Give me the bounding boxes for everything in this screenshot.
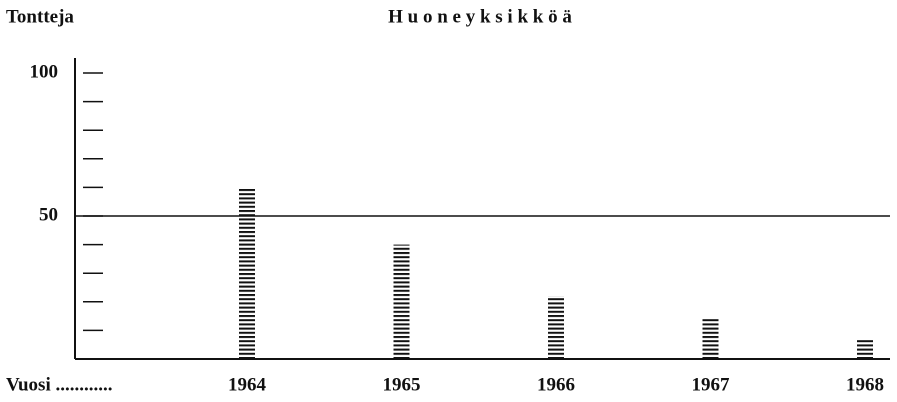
x-tick-label: 1964 [228, 374, 267, 395]
x-tick-label: 1967 [692, 374, 731, 395]
bar [702, 318, 719, 359]
bar [548, 296, 564, 359]
x-tick-label: 1965 [383, 374, 421, 395]
bar [857, 338, 873, 359]
chart-title: H u o n e y k s i k k ö ä [388, 6, 572, 27]
x-tick-label: 1968 [846, 374, 884, 395]
x-axis-label: Vuosi ............ [6, 374, 112, 395]
y-axis-label: Tontteja [6, 6, 74, 27]
bar [239, 187, 255, 359]
x-tick-label: 1966 [537, 374, 575, 395]
bar [393, 244, 410, 359]
y-tick-label: 50 [39, 204, 58, 225]
y-tick-label: 100 [30, 61, 59, 82]
